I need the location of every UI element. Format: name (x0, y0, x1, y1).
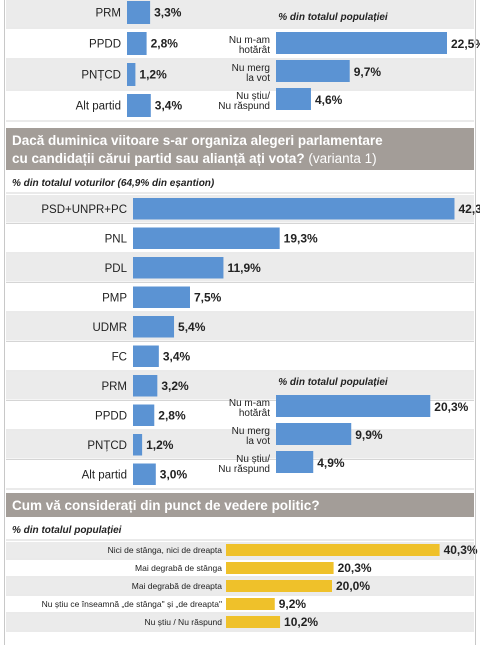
category-label-top-undecided-2: Nu știu/Nu răspund (218, 91, 270, 112)
row-band (6, 60, 474, 89)
bar-vote-0 (133, 198, 455, 220)
value-label-vote-undecided-0: 20,3% (434, 400, 468, 414)
subtitle-vote: % din totalul voturilor (64,9% din eșant… (12, 178, 215, 189)
bar-vote-1 (133, 227, 280, 249)
bar-vote-undecided-0 (276, 395, 431, 417)
bar-top-undecided-0 (276, 32, 447, 54)
category-label-vote-7: PPDD (95, 410, 127, 422)
bar-vote-7 (133, 404, 155, 426)
bar-vote-6 (133, 375, 158, 397)
value-label-vote-undecided-1: 9,9% (355, 428, 383, 442)
value-label-politics-1: 20,3% (338, 561, 372, 575)
row-band (6, 254, 474, 282)
category-label-vote-5: FC (112, 351, 127, 363)
bar-vote-3 (133, 286, 190, 308)
bar-top-parties-2 (127, 63, 136, 86)
category-label-politics-0: Nici de stânga, nici de dreapta (108, 545, 223, 555)
row-band (6, 431, 474, 459)
bar-vote-8 (133, 434, 143, 456)
value-label-top-parties-0: 3,3% (154, 6, 182, 20)
value-label-vote-6: 3,2% (161, 379, 189, 393)
bar-top-parties-0 (127, 1, 151, 24)
bar-vote-undecided-2 (276, 451, 314, 473)
category-label-top-undecided-1: Nu merg la vot (232, 63, 271, 84)
bar-politics-1 (226, 562, 334, 574)
value-label-vote-9: 3,0% (160, 467, 188, 481)
category-label-politics-1: Mai degrabă de stânga (135, 563, 222, 573)
bar-vote-4 (133, 316, 175, 338)
row-band (6, 372, 474, 400)
category-label-politics-2: Mai degrabă de dreapta (132, 581, 223, 591)
bar-top-undecided-2 (276, 88, 311, 110)
bar-top-undecided-1 (276, 60, 350, 82)
bar-politics-0 (226, 544, 440, 556)
category-label-vote-2: PDL (105, 263, 128, 275)
category-label-top-parties-3: Alt partid (76, 101, 121, 113)
bar-vote-2 (133, 257, 224, 279)
bar-vote-5 (133, 345, 159, 367)
value-label-top-undecided-2: 4,6% (315, 93, 343, 107)
section-title-vote: Dacă duminica viitoare s-ar organiza ale… (12, 133, 383, 166)
category-label-politics-4: Nu știu / Nu răspund (145, 617, 223, 627)
value-label-top-undecided-0: 22,5% (451, 37, 480, 51)
category-label-vote-0: PSD+UNPR+PC (41, 204, 127, 216)
subtitle-vote-undecided: % din totalul populației (278, 377, 388, 388)
category-label-vote-4: UDMR (93, 322, 128, 334)
category-label-vote-undecided-1: Nu merg la vot (232, 426, 271, 447)
category-label-vote-undecided-2: Nu știu/Nu răspund (218, 454, 270, 475)
bar-politics-2 (226, 580, 332, 592)
value-label-politics-0: 40,3% (444, 543, 478, 557)
value-label-politics-2: 20,0% (336, 579, 370, 593)
section-header-politics (6, 493, 474, 517)
value-label-vote-undecided-2: 4,9% (317, 456, 345, 470)
category-label-vote-3: PMP (102, 292, 127, 304)
value-label-vote-5: 3,4% (163, 349, 191, 363)
subtitle-top-undecided: % din totalul populației (278, 12, 388, 23)
bar-top-parties-1 (127, 32, 147, 55)
value-label-top-parties-3: 3,4% (155, 99, 183, 113)
category-label-top-parties-0: PRM (95, 8, 121, 20)
bar-politics-3 (226, 598, 275, 610)
row-band (6, 313, 474, 341)
value-label-politics-3: 9,2% (279, 597, 307, 611)
row-band (6, 0, 474, 27)
category-label-vote-undecided-0: Nu m-am hotărât (229, 398, 270, 419)
category-label-top-parties-1: PPDD (89, 39, 121, 51)
value-label-vote-0: 42,3% (458, 202, 480, 216)
bar-politics-4 (226, 616, 281, 628)
value-label-vote-8: 1,2% (146, 438, 174, 452)
bar-vote-9 (133, 463, 156, 485)
value-label-vote-4: 5,4% (178, 320, 206, 334)
section-header-vote (6, 128, 474, 170)
section-title-politics: Cum vă considerați din punct de vedere p… (12, 498, 320, 513)
category-label-vote-1: PNL (105, 233, 128, 245)
category-label-top-undecided-0: Nu m-am hotărât (229, 35, 270, 56)
value-label-top-parties-1: 2,8% (151, 37, 179, 51)
category-label-vote-8: PNȚCD (87, 440, 127, 452)
value-label-vote-2: 11,9% (227, 261, 261, 275)
value-label-vote-1: 19,3% (284, 231, 318, 245)
category-label-vote-6: PRM (101, 381, 127, 393)
value-label-top-parties-2: 1,2% (139, 68, 167, 82)
bar-top-parties-3 (127, 94, 151, 117)
value-label-politics-4: 10,2% (284, 615, 318, 629)
value-label-vote-3: 7,5% (194, 290, 222, 304)
category-label-top-parties-2: PNȚCD (81, 70, 121, 82)
category-label-politics-3: Nu știu ce înseamnă „de stânga" și „de d… (42, 599, 222, 609)
value-label-vote-7: 2,8% (158, 408, 186, 422)
category-label-vote-9: Alt partid (82, 469, 127, 481)
value-label-top-undecided-1: 9,7% (354, 65, 382, 79)
subtitle-politics: % din totalul populației (12, 525, 122, 536)
bar-vote-undecided-1 (276, 423, 352, 445)
